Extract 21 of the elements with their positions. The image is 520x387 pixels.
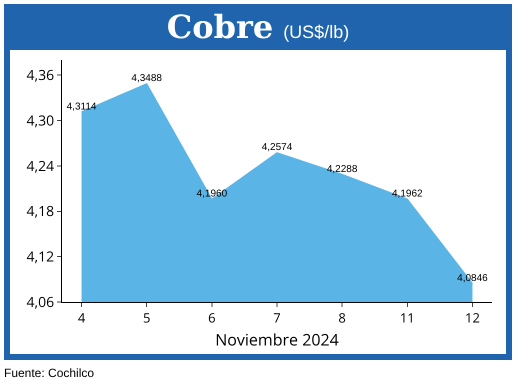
- x-tick-label: 6: [208, 308, 216, 327]
- x-tick-label: 4: [78, 308, 86, 327]
- chart-subtitle: (US$/lb): [283, 22, 350, 42]
- y-tick-label: 4,36: [26, 66, 54, 86]
- x-tick-label: 12: [465, 308, 480, 327]
- x-tick-label: 5: [142, 308, 150, 327]
- source-note: Fuente: Cochilco: [4, 366, 94, 380]
- data-label: 4,1962: [392, 188, 424, 200]
- x-tick-label: 7: [273, 308, 281, 327]
- y-tick-label: 4,24: [26, 156, 54, 176]
- data-label: 4,2574: [262, 142, 293, 154]
- chart-title: Cobre: [166, 8, 274, 46]
- data-label: 4,2288: [326, 164, 358, 175]
- y-tick-label: 4,12: [26, 248, 54, 267]
- y-tick-label: 4,30: [26, 111, 54, 130]
- x-tick-label: 11: [400, 308, 415, 327]
- x-tick-label: 8: [338, 308, 346, 327]
- data-label: 4,3488: [131, 73, 162, 84]
- y-tick-label: 4,06: [26, 292, 54, 312]
- y-tick-label: 4,18: [26, 202, 54, 222]
- x-axis-title: Noviembre 2024: [215, 328, 339, 350]
